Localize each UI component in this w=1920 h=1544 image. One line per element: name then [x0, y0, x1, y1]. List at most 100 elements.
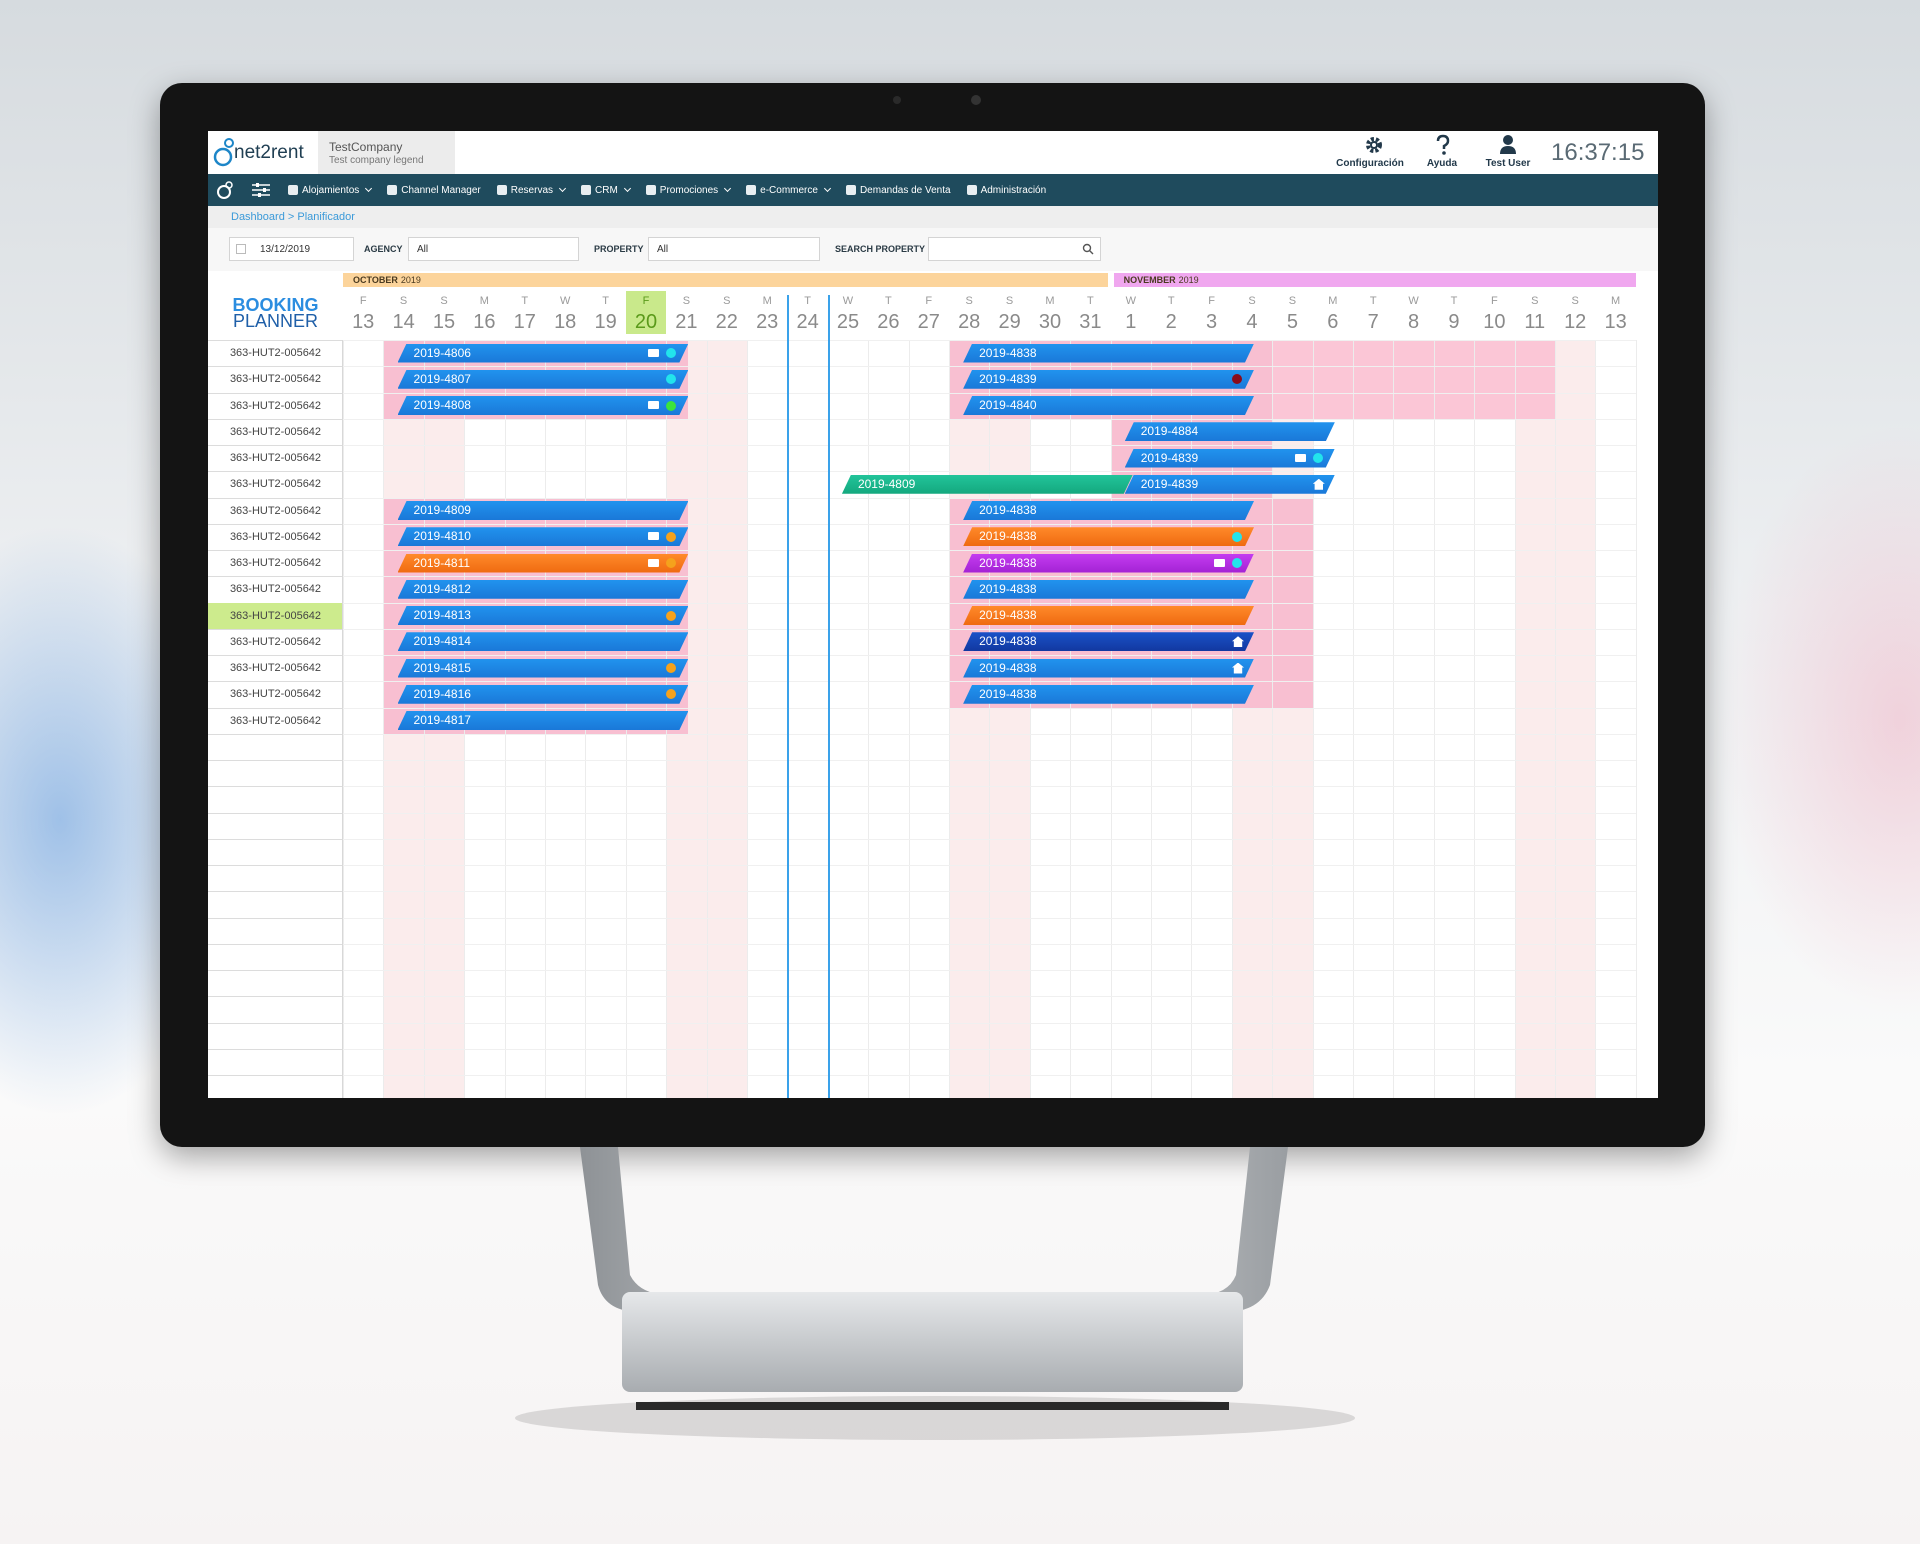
- booking-bar[interactable]: 2019-4838: [963, 527, 1254, 546]
- day-of-week: T: [1087, 295, 1094, 307]
- booking-bar[interactable]: 2019-4838: [963, 659, 1254, 678]
- user-label[interactable]: Test User: [1485, 158, 1531, 169]
- row-separator: [208, 943, 343, 945]
- row-label[interactable]: 363-HUT2-005642: [229, 478, 322, 491]
- nav-item[interactable]: Promociones: [645, 184, 732, 196]
- nav-item[interactable]: Alojamientos: [288, 184, 373, 196]
- booking-bar[interactable]: 2019-4838: [963, 580, 1254, 599]
- nav-icon: [845, 185, 856, 195]
- nav-label[interactable]: Channel Manager: [401, 184, 481, 196]
- booking-bar[interactable]: 2019-4839: [1125, 475, 1335, 494]
- day-number: 12: [1564, 311, 1587, 333]
- screen: net2rent TestCompany Test company legend…: [208, 131, 1658, 1098]
- nav-item[interactable]: Channel Manager: [387, 185, 481, 196]
- status-dot: [666, 663, 677, 673]
- search-input[interactable]: [928, 237, 1101, 261]
- booking-bar[interactable]: 2019-4810: [398, 527, 689, 546]
- planner-title: BOOKING: [232, 295, 319, 315]
- booking-bar[interactable]: 2019-4814: [398, 632, 689, 651]
- logo-text[interactable]: net2rent: [234, 142, 304, 163]
- nav-item[interactable]: Reservas: [496, 184, 567, 196]
- today-line: [827, 295, 830, 1098]
- booking-bar[interactable]: 2019-4807: [398, 370, 689, 389]
- row-label[interactable]: 363-HUT2-005642: [229, 609, 322, 622]
- booking-bar[interactable]: 2019-4815: [398, 659, 689, 678]
- booking-bar[interactable]: 2019-4838: [963, 501, 1254, 520]
- row-label[interactable]: 363-HUT2-005642: [229, 452, 322, 464]
- row-label[interactable]: 363-HUT2-005642: [229, 688, 322, 701]
- nav-item[interactable]: Demandas de Venta: [845, 184, 951, 196]
- day-number: 20: [634, 311, 658, 333]
- booking-bar[interactable]: 2019-4839: [963, 370, 1254, 389]
- property-select[interactable]: All: [648, 237, 820, 261]
- grid-vline: [1514, 340, 1516, 1098]
- grid-hline: [343, 366, 1636, 368]
- nav-label[interactable]: Reservas: [510, 184, 554, 196]
- booking-bar[interactable]: 2019-4812: [398, 580, 689, 599]
- grid-hline: [343, 812, 1636, 814]
- nav-label[interactable]: Demandas de Venta: [859, 184, 951, 196]
- breadcrumb-home[interactable]: Dashboard: [231, 211, 285, 223]
- user-icon[interactable]: [1499, 134, 1517, 156]
- nav-item[interactable]: Administración: [966, 184, 1047, 196]
- nav-icon: [645, 185, 656, 195]
- nav-logo[interactable]: [214, 180, 236, 200]
- help-label[interactable]: Ayuda: [1426, 158, 1458, 169]
- booking-bar[interactable]: 2019-4809: [842, 475, 1133, 494]
- nav-filters[interactable]: [252, 183, 270, 197]
- help-icon[interactable]: [1435, 134, 1451, 156]
- booking-bar[interactable]: 2019-4838: [963, 685, 1254, 704]
- row-separator: [208, 392, 343, 394]
- row-label[interactable]: 363-HUT2-005642: [229, 373, 322, 386]
- grid-vline: [747, 340, 748, 1098]
- nav-label[interactable]: Administración: [980, 184, 1047, 196]
- booking-bar[interactable]: 2019-4811: [398, 554, 689, 573]
- nav-item[interactable]: CRM: [581, 184, 631, 196]
- agency-select[interactable]: All: [408, 237, 579, 261]
- booking-bar[interactable]: 2019-4806: [398, 344, 689, 363]
- booking-bar[interactable]: 2019-4809: [398, 501, 689, 520]
- row-label[interactable]: 363-HUT2-005642: [229, 635, 322, 648]
- booking-bar[interactable]: 2019-4838: [963, 554, 1254, 573]
- grid-hline: [343, 865, 1636, 866]
- nav-label[interactable]: e-Commerce: [760, 184, 818, 196]
- row-separator: [208, 786, 343, 788]
- grid-vline: [1393, 340, 1395, 1098]
- day-number: 13: [352, 311, 375, 333]
- booking-bar[interactable]: 2019-4839: [1125, 449, 1335, 468]
- booking-bar[interactable]: 2019-4813: [398, 606, 689, 625]
- nav-label[interactable]: Promociones: [659, 184, 719, 196]
- row-label[interactable]: 363-HUT2-005642: [229, 583, 322, 596]
- row-label[interactable]: 363-HUT2-005642: [229, 557, 322, 569]
- day-of-week: T: [804, 295, 811, 307]
- row-label[interactable]: 363-HUT2-005642: [229, 425, 322, 438]
- booking-bar[interactable]: 2019-4840: [963, 396, 1254, 415]
- nav-label[interactable]: Alojamientos: [302, 184, 360, 196]
- row-label[interactable]: 363-HUT2-005642: [229, 662, 322, 674]
- booking-bar[interactable]: 2019-4838: [963, 344, 1254, 363]
- booking-bar[interactable]: 2019-4817: [398, 711, 689, 730]
- row-separator: [208, 340, 343, 341]
- nav-label[interactable]: CRM: [595, 184, 618, 196]
- row-label[interactable]: 363-HUT2-005642: [229, 714, 322, 727]
- search-icon[interactable]: [1082, 243, 1094, 255]
- settings-icon[interactable]: [1364, 135, 1384, 155]
- booking-bar[interactable]: 2019-4808: [398, 396, 689, 415]
- breadcrumb-separator: >: [287, 211, 295, 223]
- booking-bar[interactable]: 2019-4816: [398, 685, 689, 704]
- row-label[interactable]: 363-HUT2-005642: [229, 504, 322, 517]
- booking-bar[interactable]: 2019-4838: [963, 632, 1254, 651]
- owner-icon: [1232, 662, 1245, 674]
- booking-bar[interactable]: 2019-4884: [1125, 422, 1335, 441]
- nav-item[interactable]: e-Commerce: [746, 184, 831, 196]
- day-of-week: S: [1005, 295, 1014, 307]
- company-box: [318, 131, 455, 174]
- row-label[interactable]: 363-HUT2-005642: [229, 399, 322, 412]
- settings-label[interactable]: Configuración: [1336, 158, 1404, 169]
- row-label[interactable]: 363-HUT2-005642: [229, 530, 322, 543]
- grid-vline: [343, 340, 344, 1098]
- grid-vline: [1635, 340, 1637, 1098]
- booking-bar[interactable]: 2019-4838: [963, 606, 1254, 625]
- date-input[interactable]: 13/12/2019: [229, 237, 354, 261]
- row-label[interactable]: 363-HUT2-005642: [229, 347, 322, 359]
